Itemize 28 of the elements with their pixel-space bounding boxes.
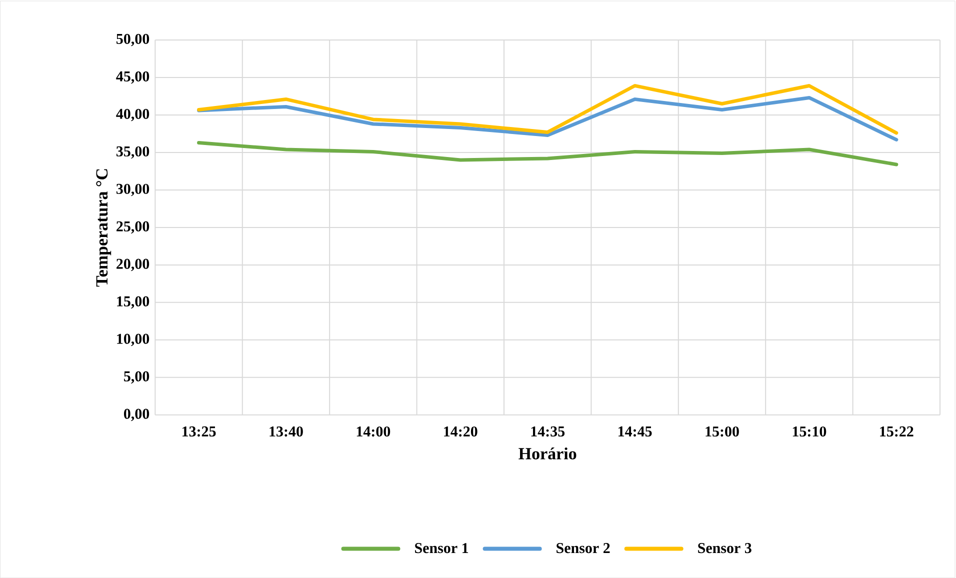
x-tick-label: 14:45 [618, 426, 652, 437]
line-series [197, 96, 898, 142]
x-tick-label: 14:00 [356, 426, 390, 437]
y-tick-label: 35,00 [116, 146, 150, 159]
x-tick-label: 15:22 [880, 426, 914, 437]
y-tick-label: 30,00 [116, 184, 150, 196]
line-series [197, 140, 898, 166]
legend-label: Sensor 3 [698, 543, 752, 554]
y-tick-label: 50,00 [116, 34, 150, 46]
y-tick-label: 5,00 [124, 371, 150, 384]
y-tick-label: 15,00 [117, 296, 150, 309]
x-tick-label: 14:35 [531, 426, 565, 437]
y-tick-label: 25,00 [116, 221, 150, 234]
x-tick-label: 13:40 [270, 426, 303, 437]
x-tick-label: 15:00 [706, 426, 739, 437]
legend-label: Sensor 2 [556, 543, 610, 554]
y-tick-label: 40,00 [116, 108, 150, 122]
y-tick-label: 10,00 [117, 334, 150, 346]
x-axis-title: Horário [518, 447, 576, 460]
y-axis-title: Temperatura °C [96, 169, 112, 287]
x-tick-label: 15:10 [792, 426, 826, 437]
y-tick-label: 45,00 [116, 71, 150, 84]
legend-label: Sensor 1 [415, 543, 468, 554]
x-tick-label: 13:25 [182, 426, 216, 437]
y-tick-label: 20,00 [116, 258, 150, 272]
x-tick-label: 14:20 [444, 426, 478, 437]
line-series [197, 84, 898, 135]
y-tick-label: 0,00 [124, 408, 150, 422]
